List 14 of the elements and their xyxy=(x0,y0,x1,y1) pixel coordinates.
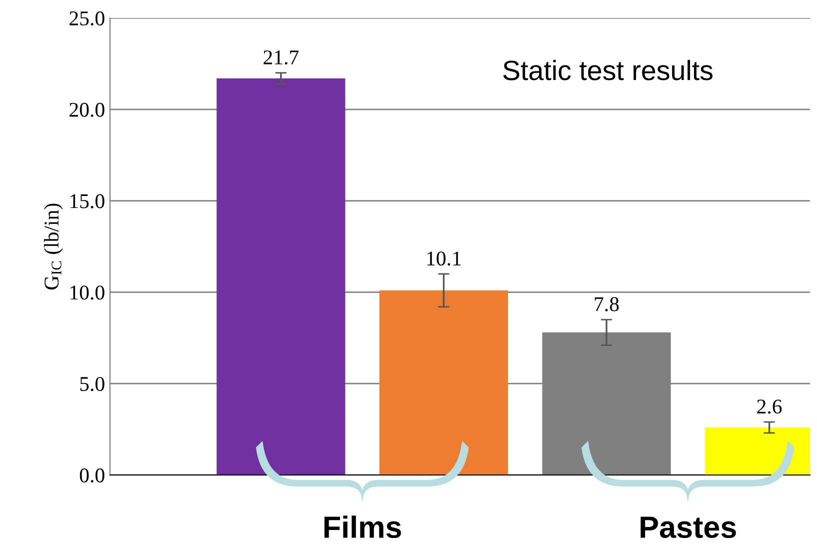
y-tick-label: 20.0 xyxy=(70,102,104,117)
y-tick-label: 0.0 xyxy=(80,468,104,483)
annotation: Static test results xyxy=(503,60,712,80)
y-tick-label: 5.0 xyxy=(80,376,104,392)
text: Films xyxy=(324,516,401,538)
text: Pastes xyxy=(640,516,736,538)
data-label: 2.6 xyxy=(757,400,782,414)
data-label: 10.1 xyxy=(427,251,461,266)
y-tick-label: 15.0 xyxy=(70,194,104,208)
data-label: 7.8 xyxy=(594,297,619,312)
y-axis-title: G$_{IC}$ (lb/in) xyxy=(44,204,63,290)
y-tick-label: 25.0 xyxy=(70,11,104,26)
y-tick-label: 10.0 xyxy=(70,286,104,300)
data-label: 21.7 xyxy=(264,50,299,65)
